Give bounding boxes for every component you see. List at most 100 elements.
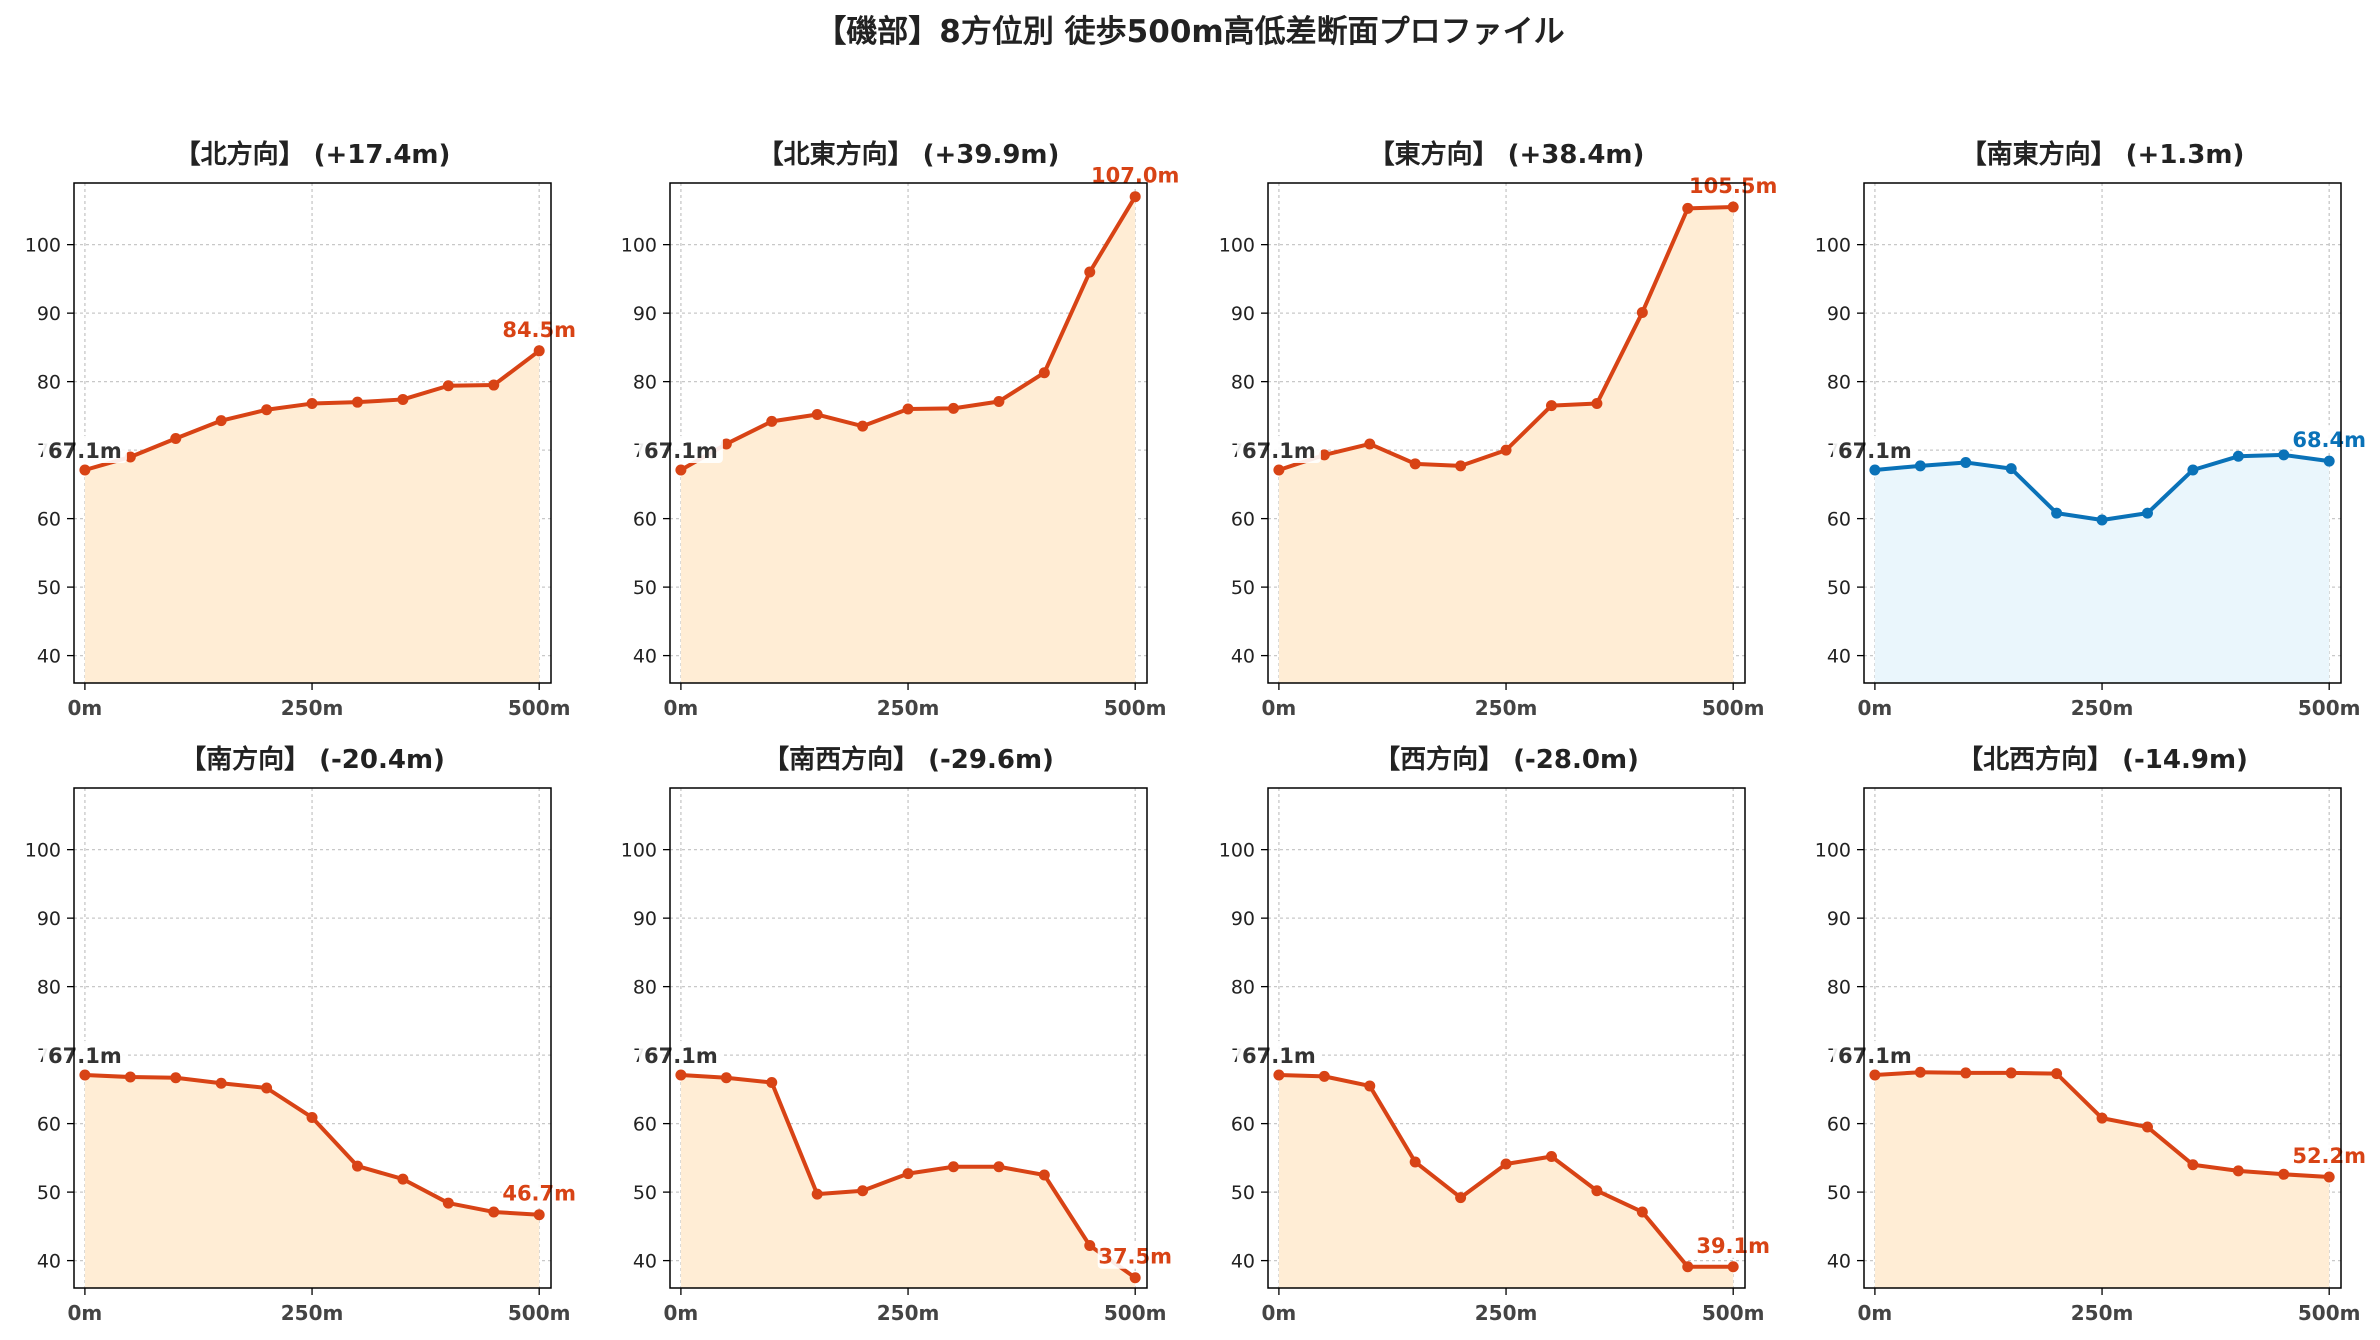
x-tick-label: 250m: [1475, 696, 1538, 720]
data-point: [2096, 1112, 2108, 1124]
panel-title: 【北方向】 (+17.4m): [175, 139, 451, 170]
panels: 【北方向】 (+17.4m)4050607080901000m250m500m6…: [25, 139, 2367, 1325]
start-label-bg: [638, 1040, 723, 1068]
data-point: [397, 1173, 409, 1185]
x-tick-label: 0m: [664, 1301, 699, 1325]
y-tick-label: 40: [633, 1251, 657, 1273]
y-tick-label: 60: [1231, 1114, 1255, 1136]
elevation-area: [1278, 206, 1734, 683]
plot-frame: [73, 787, 552, 1289]
x-tick-label: 0m: [68, 696, 103, 720]
data-point: [351, 396, 363, 408]
data-point: [2096, 514, 2108, 526]
y-tick-label: 50: [1827, 1182, 1851, 1204]
data-point: [397, 393, 409, 405]
plot-frame: [1863, 787, 2342, 1289]
data-point: [1038, 367, 1050, 379]
start-elevation-label: 67.1m: [1242, 439, 1316, 463]
data-point: [675, 1069, 687, 1081]
data-point: [1636, 306, 1648, 318]
y-tick-label: 80: [1827, 372, 1851, 394]
data-point: [215, 415, 227, 427]
data-point: [306, 398, 318, 410]
x-tick-label: 500m: [1702, 1301, 1765, 1325]
y-tick-label: 40: [633, 646, 657, 668]
y-tick-label: 80: [37, 372, 61, 394]
data-point: [1364, 438, 1376, 450]
panel-title: 【北西方向】 (-14.9m): [1957, 744, 2248, 775]
data-point: [1129, 1272, 1141, 1284]
x-tick-label: 250m: [2071, 696, 2134, 720]
data-point: [1869, 464, 1881, 476]
data-point: [947, 402, 959, 414]
x-tick-label: 500m: [1104, 1301, 1167, 1325]
elevation-area: [1874, 454, 2330, 683]
end-label-bg: [2291, 1141, 2367, 1169]
panel-title: 【西方向】 (-28.0m): [1374, 744, 1639, 775]
data-point: [993, 395, 1005, 407]
data-point: [2232, 450, 2244, 462]
data-point: [442, 1197, 454, 1209]
start-label-bg: [1832, 435, 1917, 463]
start-elevation-label: 67.1m: [644, 439, 718, 463]
panel: 【東方向】 (+38.4m)4050607080901000m250m500m6…: [1219, 139, 1778, 720]
plot-frame: [1267, 787, 1746, 1289]
elevation-area: [1874, 1072, 2330, 1288]
elevation-area: [680, 1074, 1136, 1288]
end-label-bg: [501, 314, 577, 342]
y-tick-label: 50: [633, 1182, 657, 1204]
data-point: [124, 451, 136, 463]
data-point: [675, 464, 687, 476]
y-tick-label: 40: [37, 646, 61, 668]
y-tick-label: 90: [1827, 303, 1851, 325]
y-tick-label: 50: [37, 577, 61, 599]
end-elevation-label: 84.5m: [502, 318, 576, 342]
end-elevation-label: 52.2m: [2292, 1144, 2366, 1168]
elevation-area: [1278, 1074, 1734, 1288]
plot-frame: [1863, 182, 2342, 684]
y-tick-label: 80: [1231, 372, 1255, 394]
y-tick-label: 100: [25, 840, 61, 862]
data-point: [2232, 1165, 2244, 1177]
panel-title: 【南西方向】 (-29.6m): [763, 744, 1054, 775]
y-tick-label: 90: [633, 908, 657, 930]
y-tick-label: 90: [1827, 908, 1851, 930]
data-point: [533, 1209, 545, 1221]
y-tick-label: 100: [1219, 235, 1255, 257]
data-point: [261, 404, 273, 416]
y-tick-label: 90: [37, 303, 61, 325]
data-point: [488, 379, 500, 391]
data-point: [1682, 1261, 1694, 1273]
panel-title: 【南方向】 (-20.4m): [180, 744, 445, 775]
start-elevation-label: 67.1m: [1838, 1044, 1912, 1068]
x-tick-label: 500m: [1702, 696, 1765, 720]
data-point: [1455, 460, 1467, 472]
x-tick-label: 0m: [1858, 1301, 1893, 1325]
x-tick-label: 250m: [281, 1301, 344, 1325]
end-elevation-label: 39.1m: [1696, 1234, 1770, 1258]
x-tick-label: 0m: [1262, 696, 1297, 720]
y-tick-label: 100: [25, 235, 61, 257]
panel: 【北方向】 (+17.4m)4050607080901000m250m500m6…: [25, 139, 577, 720]
end-label-bg: [1097, 1241, 1173, 1269]
x-tick-label: 0m: [68, 1301, 103, 1325]
data-point: [1727, 1261, 1739, 1273]
data-point: [1682, 202, 1694, 214]
panel: 【北西方向】 (-14.9m)4050607080901000m250m500m…: [1815, 744, 2367, 1325]
panel: 【南東方向】 (+1.3m)4050607080901000m250m500m6…: [1815, 139, 2367, 720]
y-tick-label: 80: [633, 977, 657, 999]
end-label-bg: [1689, 170, 1778, 198]
data-point: [1129, 191, 1141, 203]
start-elevation-label: 67.1m: [644, 1044, 718, 1068]
y-tick-label: 60: [633, 509, 657, 531]
y-tick-label: 90: [1231, 908, 1255, 930]
data-point: [902, 403, 914, 415]
data-point: [1914, 1066, 1926, 1078]
y-tick-label: 60: [1827, 509, 1851, 531]
data-point: [1273, 1069, 1285, 1081]
data-point: [2323, 455, 2335, 467]
y-tick-label: 40: [1827, 1251, 1851, 1273]
y-tick-label: 60: [1231, 509, 1255, 531]
data-point: [488, 1206, 500, 1218]
